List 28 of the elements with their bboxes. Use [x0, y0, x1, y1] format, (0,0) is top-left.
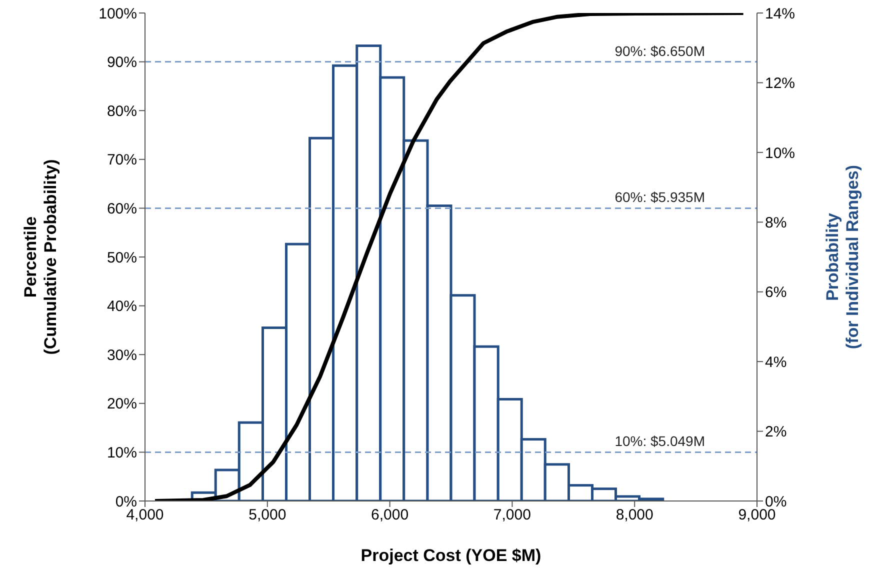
x-tick-label: 6,000 [371, 506, 409, 524]
y-tick-label: 70% [106, 152, 137, 169]
ref-line-label: 90%: $6.650M [614, 42, 705, 59]
y-tick-label: 40% [106, 298, 137, 316]
y-tick-label: 100% [98, 5, 137, 22]
y2-tick-label: 14% [765, 5, 796, 22]
x-tick-label: 8,000 [616, 506, 654, 524]
y-tick-label: 90% [106, 54, 137, 72]
y-tick-label: 80% [106, 102, 137, 120]
y2-tick-label: 8% [765, 214, 787, 232]
y2-axis-title: Probability (for Individual Ranges) [823, 164, 862, 350]
y-axis-title: Percentile (Cumulative Probability) [21, 159, 60, 355]
ref-line-label: 10%: $5.049M [614, 433, 705, 450]
y-tick-label: 30% [106, 346, 137, 364]
y-tick-label: 20% [106, 396, 137, 413]
y-tick-label: 10% [106, 444, 137, 462]
line-series [153, 13, 746, 501]
y-tick-label: 60% [106, 200, 137, 218]
y-tick-label: 50% [106, 249, 137, 266]
x-tick-label: 7,000 [493, 506, 531, 524]
y2-tick-label: 4% [765, 354, 787, 371]
y2-tick-label: 10% [765, 144, 796, 162]
x-tick-label: 5,000 [248, 506, 286, 524]
x-axis-title: Project Cost (YOE $M) [360, 546, 542, 565]
y2-tick-label: 12% [765, 75, 796, 92]
y2-tick-label: 2% [765, 424, 787, 441]
ref-line-label: 60%: $5.935M [614, 189, 705, 206]
y2-tick-label: 6% [765, 284, 787, 302]
